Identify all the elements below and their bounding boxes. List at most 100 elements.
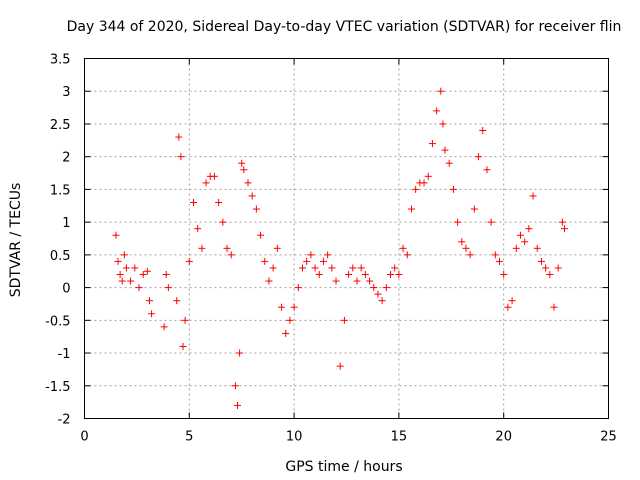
data-point — [194, 225, 202, 233]
data-point — [462, 244, 470, 252]
data-point — [227, 251, 235, 259]
data-point — [315, 271, 323, 278]
data-point — [437, 87, 445, 95]
data-point — [252, 205, 260, 213]
data-point — [332, 277, 340, 285]
data-point — [439, 120, 447, 128]
y-tick-label: 0 — [62, 282, 70, 297]
data-point — [278, 303, 286, 311]
data-point — [483, 166, 491, 174]
x-tick-label: 10 — [286, 430, 303, 445]
plot-frame — [84, 58, 609, 419]
data-point — [236, 349, 244, 357]
data-point — [135, 284, 143, 292]
data-point — [324, 251, 332, 259]
data-point — [179, 343, 187, 350]
data-point — [403, 251, 411, 259]
data-point — [391, 264, 399, 272]
data-point — [120, 251, 128, 259]
data-point — [382, 284, 390, 292]
data-point — [525, 225, 533, 233]
x-tick-label: 25 — [600, 430, 617, 445]
data-point — [261, 257, 269, 265]
data-point — [112, 231, 120, 239]
data-point — [131, 264, 139, 272]
data-point — [554, 264, 562, 272]
data-point — [542, 264, 550, 272]
data-point — [265, 277, 273, 285]
data-point — [311, 264, 319, 272]
data-point — [395, 271, 403, 278]
data-point — [298, 264, 306, 272]
data-point — [215, 199, 223, 206]
data-point — [449, 185, 457, 193]
data-point — [177, 153, 185, 161]
data-point — [114, 257, 122, 265]
data-point — [234, 401, 242, 409]
data-point — [145, 297, 153, 305]
data-point — [424, 172, 432, 180]
data-point — [428, 140, 436, 148]
data-point — [148, 310, 156, 318]
data-point — [122, 264, 130, 272]
grid-layer — [84, 58, 609, 419]
data-point — [210, 172, 218, 180]
data-point — [173, 297, 181, 305]
data-point — [433, 107, 441, 115]
data-point — [475, 153, 483, 161]
data-point — [399, 244, 407, 252]
y-tick-label: -1 — [58, 347, 71, 362]
data-point — [445, 159, 453, 167]
y-axis-label: SDTVAR / TECUs — [8, 183, 24, 298]
data-point — [307, 251, 315, 259]
data-point — [529, 192, 537, 200]
tick-layer: 0 5 10 15 20 25 -2 -1.5 -1 -0.5 0 0.5 1 1.5 2 2.5 3 3.5 — [45, 53, 617, 445]
data-point — [550, 303, 558, 311]
data-point — [374, 290, 382, 298]
y-tick-label: 0.5 — [50, 249, 71, 264]
data-point — [340, 316, 348, 324]
data-point — [244, 179, 252, 187]
data-point — [412, 185, 420, 193]
data-point — [328, 264, 336, 272]
data-point — [357, 264, 365, 272]
data-point — [189, 199, 197, 206]
data-point — [273, 244, 281, 252]
data-point — [441, 146, 449, 154]
data-point — [504, 303, 512, 311]
data-point — [219, 218, 227, 226]
data-point — [248, 192, 256, 200]
data-point — [516, 231, 524, 239]
data-point — [143, 267, 151, 275]
data-point — [319, 257, 327, 265]
x-tick-label: 15 — [391, 430, 408, 445]
data-point — [164, 284, 172, 292]
data-point — [361, 271, 369, 278]
data-point — [558, 218, 566, 226]
data-point — [162, 271, 170, 278]
data-point — [500, 271, 508, 278]
data-point — [345, 271, 353, 278]
data-point — [487, 218, 495, 226]
data-point — [294, 284, 302, 292]
data-point — [185, 257, 193, 265]
data-point — [240, 166, 248, 174]
data-point — [303, 257, 311, 265]
data-point — [127, 277, 135, 285]
y-tick-label: 1.5 — [50, 183, 71, 198]
data-point — [181, 316, 189, 324]
data-point — [175, 133, 183, 141]
y-tick-label: 3 — [62, 85, 70, 100]
data-point — [366, 277, 374, 285]
x-tick-label: 0 — [80, 430, 88, 445]
data-point — [286, 316, 294, 324]
data-point — [496, 257, 504, 265]
data-point — [223, 244, 231, 252]
y-tick-label: 2 — [62, 151, 70, 166]
x-axis-label: GPS time / hours — [285, 459, 402, 475]
data-point — [282, 329, 290, 337]
data-point — [202, 179, 210, 187]
data-point — [560, 225, 568, 233]
data-points — [112, 87, 568, 409]
y-tick-label: -2 — [58, 413, 71, 428]
